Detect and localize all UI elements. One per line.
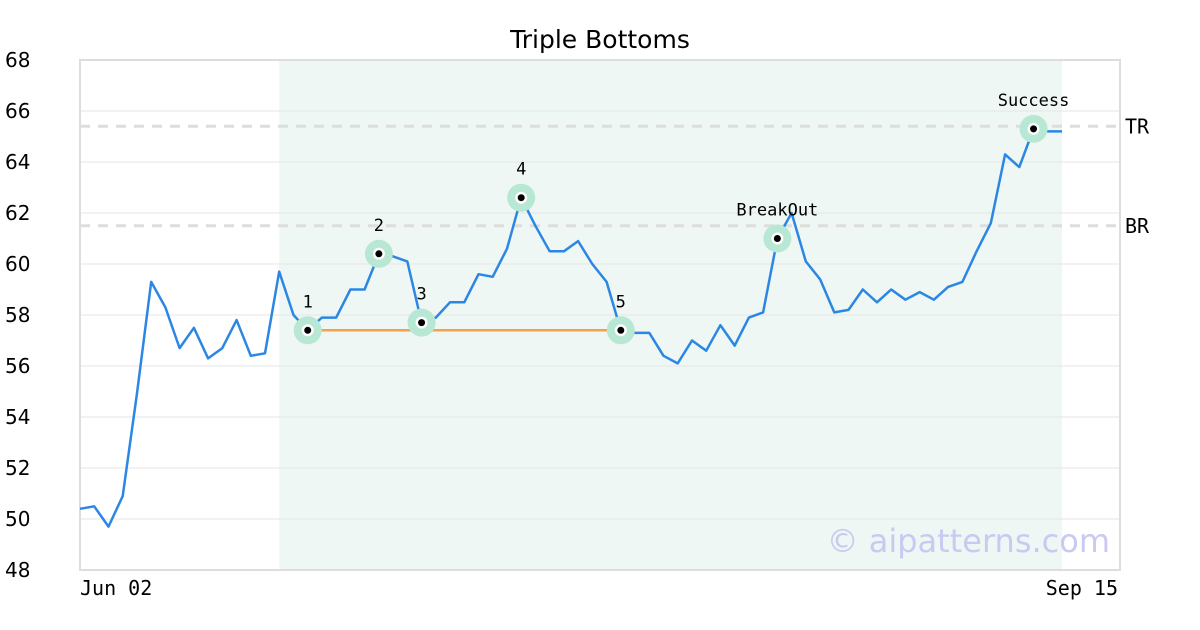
marker-label: Success (998, 91, 1070, 111)
marker-dot (304, 326, 312, 334)
marker-dot (418, 319, 426, 327)
marker-dot (375, 250, 383, 258)
y-tick-label: 64 (5, 150, 30, 174)
marker-dot (617, 326, 625, 334)
level-label: BR (1125, 214, 1150, 238)
y-tick-label: 50 (5, 507, 30, 531)
y-tick-label: 52 (5, 456, 30, 480)
chart-title: Triple Bottoms (509, 25, 690, 54)
marker-label: 2 (374, 216, 384, 236)
y-tick-label: 48 (5, 558, 30, 582)
price-line (79, 127, 1062, 528)
y-tick-label: 66 (5, 99, 30, 123)
plot-frame (79, 59, 1121, 571)
x-tick-label: Jun 02 (80, 576, 152, 600)
marker-dot (517, 194, 525, 202)
y-tick-label: 58 (5, 303, 30, 327)
y-tick-label: 54 (5, 405, 30, 429)
y-tick-label: 62 (5, 201, 30, 225)
marker-label: 1 (303, 292, 313, 312)
marker-label: 4 (516, 160, 526, 180)
watermark: © aipatterns.com (827, 522, 1110, 560)
marker-dot (773, 235, 781, 242)
marker-label: 5 (616, 292, 626, 312)
marker-dot (1030, 125, 1038, 133)
y-tick-label: 60 (5, 252, 30, 276)
marker-label: BreakOut (736, 201, 818, 221)
x-tick-label: Sep 15 (1046, 576, 1118, 600)
marker-label: 3 (416, 285, 426, 305)
y-tick-label: 56 (5, 354, 30, 378)
level-label: TR (1125, 114, 1150, 138)
y-tick-label: 68 (5, 48, 30, 72)
